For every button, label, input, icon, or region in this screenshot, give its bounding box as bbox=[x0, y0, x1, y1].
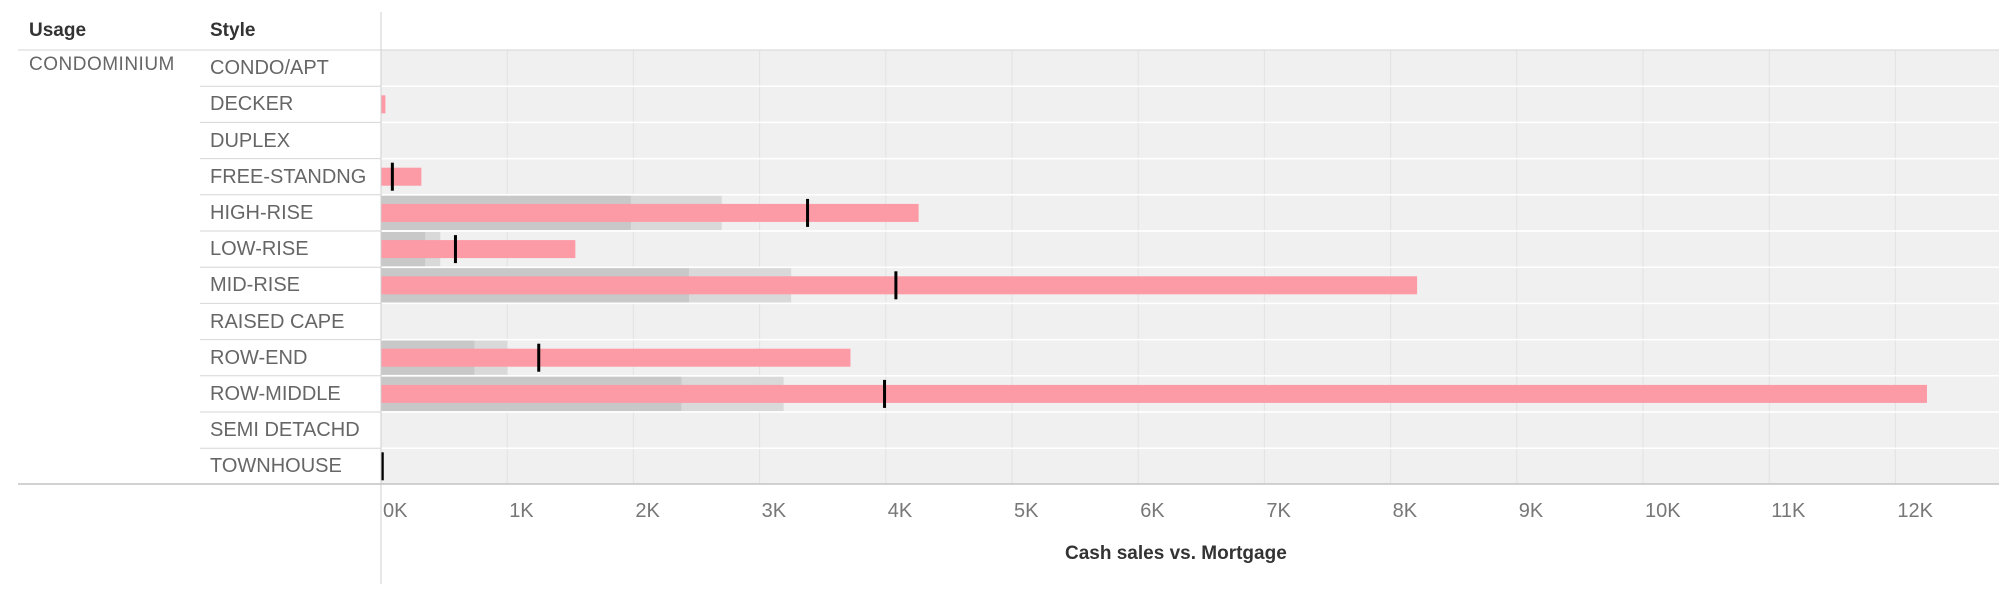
bar bbox=[381, 348, 851, 367]
x-tick-label: 2K bbox=[635, 500, 660, 522]
bar bbox=[381, 240, 576, 259]
x-tick-label: 8K bbox=[1392, 500, 1418, 522]
x-axis-title: Cash sales vs. Mortgage bbox=[1065, 543, 1287, 564]
x-tick-label: 4K bbox=[887, 500, 913, 522]
usage-label: CONDOMINIUM bbox=[29, 54, 175, 75]
row-separators bbox=[200, 85, 1999, 449]
style-label: ROW-END bbox=[210, 346, 308, 369]
x-tick-label: 6K bbox=[1140, 500, 1165, 522]
style-label: DECKER bbox=[210, 93, 294, 116]
x-tick-label: 1K bbox=[509, 500, 534, 522]
bar bbox=[381, 95, 386, 114]
x-tick-label: 12K bbox=[1897, 500, 1933, 522]
style-label: ROW-MIDDLE bbox=[210, 382, 341, 405]
style-label: FREE-STANDNG bbox=[210, 165, 367, 188]
x-tick-label: 7K bbox=[1266, 500, 1291, 522]
bar bbox=[381, 384, 1927, 403]
bar bbox=[381, 203, 919, 222]
style-label: LOW-RISE bbox=[210, 238, 309, 261]
style-label: TOWNHOUSE bbox=[210, 455, 342, 478]
bars bbox=[381, 95, 1927, 403]
x-tick-label: 9K bbox=[1518, 500, 1544, 522]
x-tick-label: 0K bbox=[383, 500, 408, 522]
x-tick-label: 5K bbox=[1014, 500, 1039, 522]
bar bbox=[381, 167, 422, 186]
reference-markers bbox=[380, 162, 898, 481]
style-label: CONDO/APT bbox=[210, 57, 329, 80]
style-label: HIGH-RISE bbox=[210, 201, 314, 224]
x-tick-label: 3K bbox=[761, 500, 787, 522]
style-header: Style bbox=[210, 20, 256, 41]
x-tick-label: 10K bbox=[1645, 500, 1681, 522]
usage-header: Usage bbox=[29, 20, 87, 41]
style-label: MID-RISE bbox=[210, 274, 300, 297]
style-label: SEMI DETACHD bbox=[210, 419, 360, 442]
style-label: RAISED CAPE bbox=[210, 310, 345, 333]
bar bbox=[381, 276, 1418, 295]
style-label: DUPLEX bbox=[210, 129, 291, 152]
x-tick-label: 11K bbox=[1771, 500, 1806, 522]
